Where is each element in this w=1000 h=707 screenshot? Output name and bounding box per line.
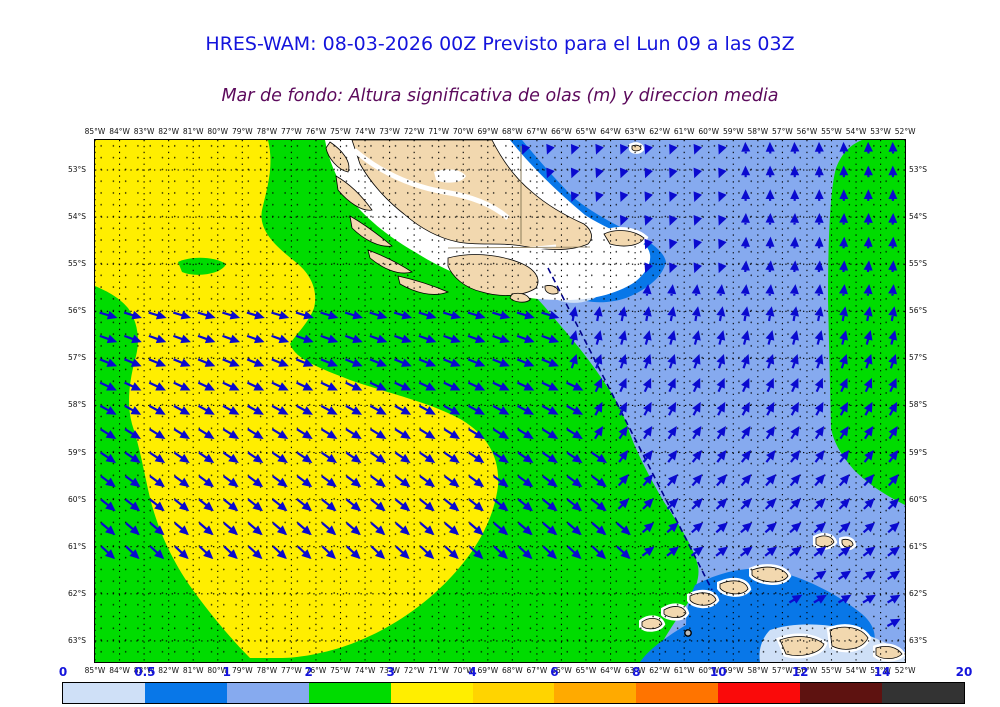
lat-tick-label: 54°S [68,212,86,221]
lat-tick-label: 55°S [909,259,927,268]
colorbar-tick: 6 [537,665,571,679]
colorbar-tick: 8 [619,665,653,679]
colorbar-tick: 3 [374,665,408,679]
colorbar-tick: 12 [783,665,817,679]
colorbar-segment [309,683,391,703]
colorbar-segment [63,683,145,703]
colorbar-tick: 10 [701,665,735,679]
colorbar-tick: 20 [947,665,981,679]
lat-tick-label: 58°S [909,400,927,409]
lat-tick-label: 62°S [909,589,927,598]
colorbar-segment [227,683,309,703]
wave-height-colorbar [63,683,964,703]
colorbar-segment [718,683,800,703]
colorbar-segment [391,683,473,703]
colorbar-tick: 0.5 [128,665,162,679]
colorbar-segment [636,683,718,703]
map-arrow-layer [95,140,905,662]
lat-tick-label: 56°S [68,306,86,315]
lat-tick-label: 58°S [68,400,86,409]
lat-tick-label: 61°S [68,542,86,551]
chart-title: HRES-WAM: 08-03-2026 00Z Previsto para e… [0,33,1000,55]
colorbar-segment [554,683,636,703]
lat-tick-label: 61°S [909,542,927,551]
lat-tick-label: 59°S [68,448,86,457]
lat-tick-label: 55°S [68,259,86,268]
wave-height-map [95,140,905,662]
colorbar-tick: 14 [865,665,899,679]
lat-tick-label: 63°S [68,636,86,645]
station-marker [685,630,691,636]
lat-tick-label: 57°S [68,353,86,362]
colorbar-tick: 1 [210,665,244,679]
chart-subtitle: Mar de fondo: Altura significativa de ol… [0,86,1000,106]
colorbar-segment [473,683,555,703]
forecast-chart-page: { "title": { "text": "HRES-WAM: 08-03-20… [0,0,1000,707]
lat-tick-label: 63°S [909,636,927,645]
lat-tick-label: 53°S [909,165,927,174]
lat-tick-label: 54°S [909,212,927,221]
lat-tick-label: 56°S [909,306,927,315]
colorbar-segment [145,683,227,703]
colorbar-tick: 0 [46,665,80,679]
lat-tick-label: 60°S [68,495,86,504]
colorbar-tick: 4 [456,665,490,679]
colorbar-segment [882,683,964,703]
lat-tick-label: 53°S [68,165,86,174]
colorbar-segment [800,683,882,703]
lat-tick-label: 60°S [909,495,927,504]
lat-tick-label: 57°S [909,353,927,362]
colorbar-tick: 2 [292,665,326,679]
lat-tick-label: 59°S [909,448,927,457]
lon-tick-label: 52°W [890,127,920,136]
lat-tick-label: 62°S [68,589,86,598]
